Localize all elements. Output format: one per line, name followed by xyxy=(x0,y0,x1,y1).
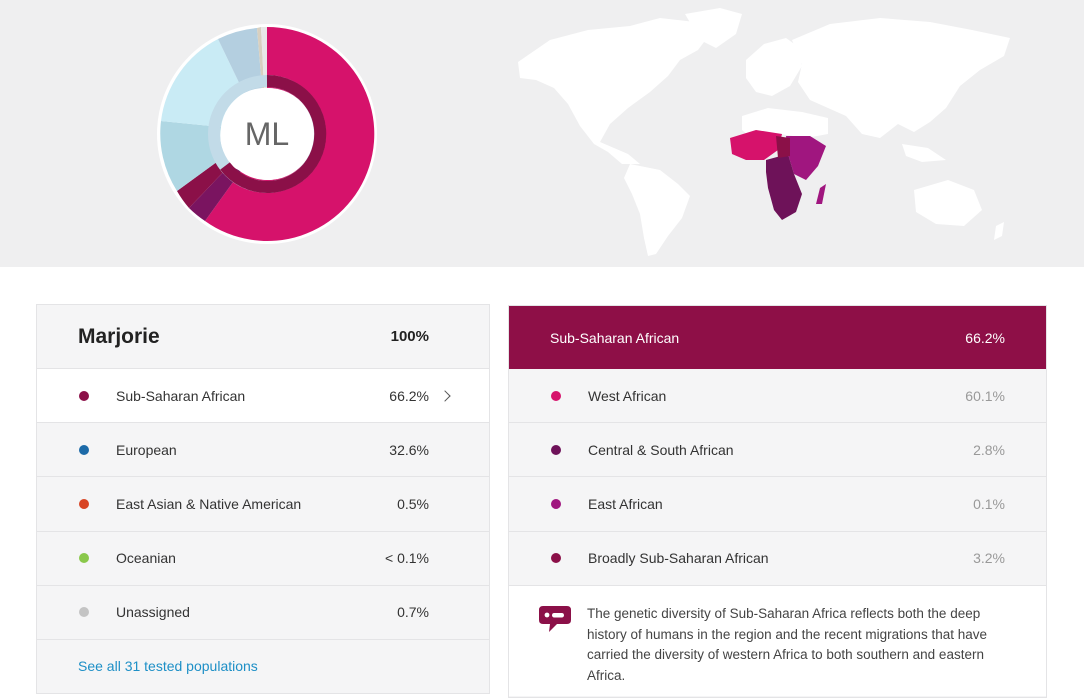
profile-total: 100% xyxy=(390,328,429,345)
donut-inner-sub-saharan xyxy=(220,74,327,193)
world-map-icon xyxy=(518,8,1010,256)
note-text: The genetic diversity of Sub-Saharan Afr… xyxy=(587,605,987,684)
population-label: Unassigned xyxy=(116,604,190,621)
ancestry-composition-panel: Marjorie 100% Sub-Saharan African 66.2% … xyxy=(36,304,490,694)
population-color-dot xyxy=(79,553,89,564)
subpopulation-value: 3.2% xyxy=(973,550,1005,567)
detail-title: Sub-Saharan African xyxy=(550,329,680,346)
map-region-broadly-ssa xyxy=(776,136,790,158)
population-value: 0.7% xyxy=(397,604,429,621)
population-note: The genetic diversity of Sub-Saharan Afr… xyxy=(509,585,1046,696)
profile-initials: ML xyxy=(245,116,289,152)
subpopulation-value: 0.1% xyxy=(973,495,1005,512)
chevron-right-icon xyxy=(439,389,451,402)
population-value: 0.5% xyxy=(397,495,429,512)
subpopulation-label: East African xyxy=(588,495,663,512)
subpopulation-label: West African xyxy=(588,387,667,404)
population-color-dot xyxy=(79,498,89,509)
population-label: East Asian & Native American xyxy=(116,495,302,512)
population-color-dot xyxy=(79,607,89,618)
population-color-dot xyxy=(79,390,89,401)
ancestry-hero: ML xyxy=(0,0,1084,267)
population-label: Oceanian xyxy=(116,550,176,567)
detail-header: Sub-Saharan African 66.2% xyxy=(509,306,1046,369)
subpopulation-label: Broadly Sub-Saharan African xyxy=(588,550,769,567)
population-row-unassigned[interactable]: Unassigned 0.7% xyxy=(37,586,489,640)
subpopulation-row-broadly[interactable]: Broadly Sub-Saharan African 3.2% xyxy=(509,532,1046,586)
donut-segment-european-3 xyxy=(218,28,262,93)
map-region-central-south xyxy=(766,154,802,220)
population-row-european[interactable]: European 32.6% xyxy=(37,423,489,478)
population-row-sub-saharan[interactable]: Sub-Saharan African 66.2% xyxy=(37,369,489,424)
profile-name: Marjorie xyxy=(78,324,160,348)
map-region-east-african xyxy=(786,136,826,180)
see-all-footer: See all 31 tested populations xyxy=(37,640,489,692)
subpopulation-label: Central & South African xyxy=(588,441,734,458)
donut-segment-east-asian xyxy=(257,27,264,88)
population-row-oceanian[interactable]: Oceanian < 0.1% xyxy=(37,532,489,586)
subpopulation-color-dot xyxy=(551,553,561,564)
profile-header: Marjorie 100% xyxy=(37,305,489,369)
subpopulation-row-central-south[interactable]: Central & South African 2.8% xyxy=(509,423,1046,478)
population-value: < 0.1% xyxy=(385,550,429,567)
subpopulation-value: 60.1% xyxy=(965,387,1005,404)
subpopulation-color-dot xyxy=(551,390,561,401)
subpopulation-color-dot xyxy=(551,444,561,455)
chat-bubble-icon xyxy=(539,605,571,632)
subpopulation-row-east-african[interactable]: East African 0.1% xyxy=(509,477,1046,532)
subpopulation-value: 2.8% xyxy=(973,441,1005,458)
population-label: Sub-Saharan African xyxy=(116,387,246,404)
population-detail-panel: Sub-Saharan African 66.2% West African 6… xyxy=(508,305,1047,698)
detail-total: 66.2% xyxy=(965,329,1005,346)
population-label: European xyxy=(116,441,177,458)
donut-segment-central-south xyxy=(189,165,241,221)
population-value: 66.2% xyxy=(389,387,429,404)
population-value: 32.6% xyxy=(389,441,429,458)
subpopulation-color-dot xyxy=(551,498,561,509)
map-region-west-african xyxy=(730,130,782,160)
ancestry-donut-chart: ML xyxy=(157,24,377,244)
see-all-populations-link[interactable]: See all 31 tested populations xyxy=(78,657,258,674)
population-color-dot xyxy=(79,444,89,455)
population-row-east-asian[interactable]: East Asian & Native American 0.5% xyxy=(37,477,489,532)
subpopulation-row-west-african[interactable]: West African 60.1% xyxy=(509,369,1046,424)
donut-segment-broadly-ssa xyxy=(177,156,230,208)
donut-segment-unassigned xyxy=(261,26,267,88)
